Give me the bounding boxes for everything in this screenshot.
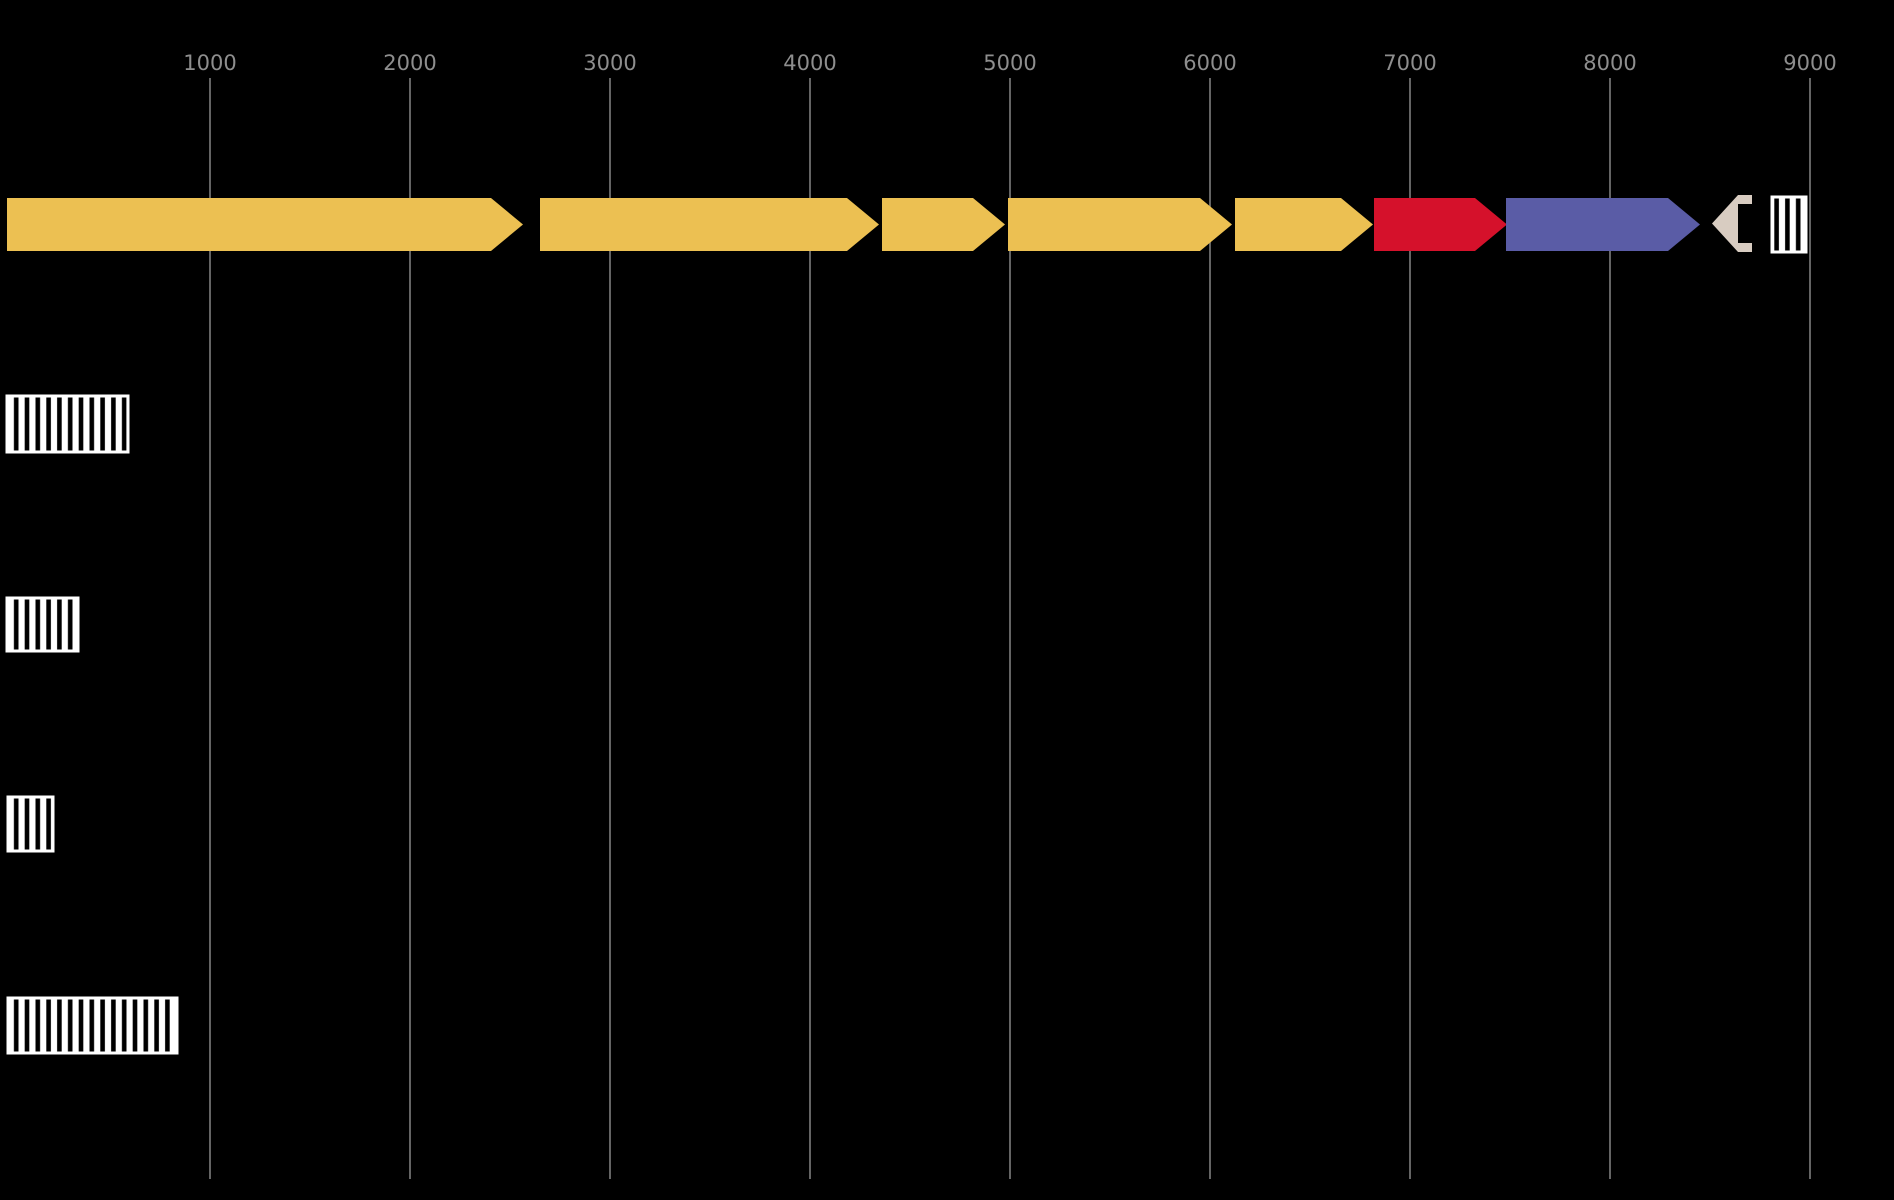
- gene-4-arrow: [1008, 198, 1232, 251]
- gridlines-layer: [209, 78, 1811, 1179]
- gene-1-arrow: [7, 198, 523, 251]
- gene-6-arrow: [1374, 198, 1507, 251]
- hatched-track-4: [6, 996, 179, 1055]
- axis-tick-label: 6000: [1183, 51, 1236, 75]
- gene-7-arrow: [1506, 198, 1700, 251]
- gene-5-arrow: [1235, 198, 1373, 251]
- hatched-tracks-layer: [5, 394, 179, 1055]
- features-layer: [7, 195, 1808, 254]
- axis-tick-label: 5000: [983, 51, 1036, 75]
- hatched-track-2: [5, 596, 80, 653]
- gene-2-arrow: [540, 198, 879, 251]
- axis-tick-label: 7000: [1383, 51, 1436, 75]
- axis-tick-label: 4000: [783, 51, 836, 75]
- axis-tick-label: 3000: [583, 51, 636, 75]
- hatched-feature-1: [1770, 195, 1808, 254]
- gene-3-arrow: [882, 198, 1005, 251]
- axis-tick-label: 2000: [383, 51, 436, 75]
- axis-tick-label: 9000: [1783, 51, 1836, 75]
- hatched-track-3: [6, 795, 55, 853]
- gene-8-reverse-arrow: [1712, 195, 1752, 252]
- axis-tick-label: 8000: [1583, 51, 1636, 75]
- tick-labels-layer: 1000 2000 3000 4000 5000 6000 7000 8000 9000: [183, 51, 1836, 75]
- axis-tick-label: 1000: [183, 51, 236, 75]
- hatched-track-1: [5, 394, 130, 454]
